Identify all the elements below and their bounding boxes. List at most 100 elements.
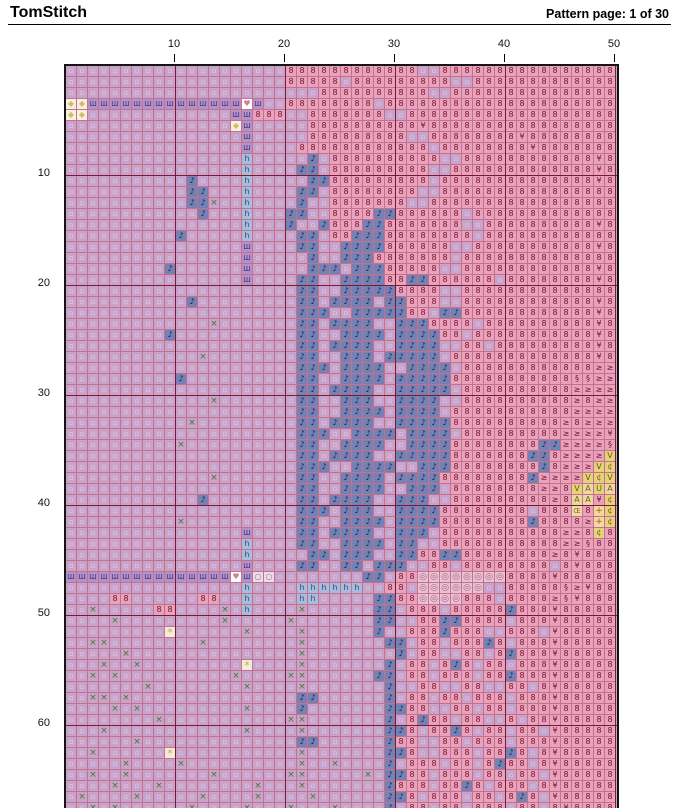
stitch-cell: × bbox=[242, 704, 253, 715]
stitch-cell: 8 bbox=[374, 143, 385, 154]
stitch-cell: ♪ bbox=[374, 374, 385, 385]
stitch-cell: 8 bbox=[528, 715, 539, 726]
stitch-cell: ♪ bbox=[352, 528, 363, 539]
stitch-cell: 8 bbox=[495, 88, 506, 99]
stitch-cell: 8 bbox=[385, 253, 396, 264]
stitch-cell: ▫ bbox=[264, 121, 275, 132]
stitch-cell: ≥ bbox=[572, 429, 583, 440]
stitch-cell: ▫ bbox=[165, 517, 176, 528]
stitch-cell: ▫ bbox=[275, 539, 286, 550]
stitch-cell: ♪ bbox=[363, 473, 374, 484]
stitch-cell: ♪ bbox=[506, 605, 517, 616]
stitch-cell: ▫ bbox=[198, 473, 209, 484]
stitch-cell: 8 bbox=[495, 341, 506, 352]
stitch-cell: 8 bbox=[517, 154, 528, 165]
stitch-cell: ♪ bbox=[451, 550, 462, 561]
stitch-cell: ▫ bbox=[132, 165, 143, 176]
stitch-cell: 8 bbox=[561, 352, 572, 363]
stitch-cell: 8 bbox=[572, 275, 583, 286]
axis-tick bbox=[394, 54, 395, 62]
stitch-cell: 8 bbox=[528, 462, 539, 473]
stitch-cell: 8 bbox=[429, 649, 440, 660]
stitch-cell: ♪ bbox=[297, 495, 308, 506]
stitch-cell: 8 bbox=[517, 209, 528, 220]
stitch-cell: ▫ bbox=[121, 627, 132, 638]
stitch-cell: ▫ bbox=[88, 143, 99, 154]
stitch-cell: ▫ bbox=[132, 275, 143, 286]
stitch-cell: ▫ bbox=[374, 352, 385, 363]
stitch-cell: 8 bbox=[605, 528, 616, 539]
stitch-cell: 8 bbox=[495, 308, 506, 319]
stitch-cell: 8 bbox=[583, 671, 594, 682]
stitch-cell: h bbox=[242, 583, 253, 594]
stitch-cell: 8 bbox=[407, 693, 418, 704]
stitch-cell: ▫ bbox=[121, 429, 132, 440]
stitch-cell: 8 bbox=[517, 561, 528, 572]
stitch-cell: 8 bbox=[418, 143, 429, 154]
stitch-cell: ▫ bbox=[220, 792, 231, 803]
stitch-cell: 8 bbox=[528, 484, 539, 495]
stitch-cell: ♪ bbox=[308, 506, 319, 517]
stitch-cell: ▫ bbox=[231, 539, 242, 550]
stitch-cell: ▫ bbox=[187, 484, 198, 495]
stitch-cell: 8 bbox=[429, 319, 440, 330]
stitch-cell: ▫ bbox=[429, 176, 440, 187]
stitch-cell: ▫ bbox=[363, 605, 374, 616]
stitch-cell: 8 bbox=[517, 484, 528, 495]
stitch-cell: ▫ bbox=[77, 484, 88, 495]
stitch-cell: 8 bbox=[418, 660, 429, 671]
stitch-cell: ▫ bbox=[264, 737, 275, 748]
stitch-cell: ▫ bbox=[385, 374, 396, 385]
stitch-cell: 8 bbox=[363, 110, 374, 121]
stitch-cell: ▫ bbox=[440, 264, 451, 275]
stitch-cell: 8 bbox=[517, 572, 528, 583]
stitch-cell: ♪ bbox=[297, 737, 308, 748]
stitch-cell: 8 bbox=[385, 220, 396, 231]
stitch-cell: ▫ bbox=[132, 561, 143, 572]
stitch-cell: 8 bbox=[506, 495, 517, 506]
stitch-cell: ▫ bbox=[99, 198, 110, 209]
stitch-cell: 8 bbox=[506, 66, 517, 77]
stitch-cell: ♪ bbox=[308, 165, 319, 176]
stitch-cell: 8 bbox=[506, 209, 517, 220]
stitch-cell: × bbox=[363, 770, 374, 781]
stitch-cell: 8 bbox=[572, 264, 583, 275]
stitch-cell: ▫ bbox=[319, 341, 330, 352]
stitch-cell: ▫ bbox=[176, 473, 187, 484]
stitch-cell: ♪ bbox=[407, 319, 418, 330]
stitch-cell: 8 bbox=[440, 66, 451, 77]
stitch-cell: ▫ bbox=[264, 429, 275, 440]
stitch-cell: 8 bbox=[594, 682, 605, 693]
stitch-cell: Ш bbox=[253, 99, 264, 110]
stitch-cell: 8 bbox=[418, 803, 429, 808]
stitch-cell: 8 bbox=[341, 165, 352, 176]
stitch-cell: ▫ bbox=[198, 308, 209, 319]
stitch-cell: ▫ bbox=[220, 506, 231, 517]
stitch-cell: 8 bbox=[473, 176, 484, 187]
stitch-cell: 8 bbox=[363, 99, 374, 110]
stitch-cell: 8 bbox=[539, 385, 550, 396]
stitch-cell: ▫ bbox=[319, 374, 330, 385]
stitch-cell: ▫ bbox=[407, 132, 418, 143]
stitch-cell: ▫ bbox=[99, 803, 110, 808]
stitch-cell: ▫ bbox=[154, 341, 165, 352]
stitch-cell: ▫ bbox=[187, 264, 198, 275]
stitch-cell: 8 bbox=[440, 726, 451, 737]
stitch-cell: 8 bbox=[605, 286, 616, 297]
stitch-cell: ▫ bbox=[253, 418, 264, 429]
stitch-cell: ▫ bbox=[143, 154, 154, 165]
stitch-cell: ♪ bbox=[308, 385, 319, 396]
stitch-cell: 8 bbox=[341, 198, 352, 209]
stitch-cell: 8 bbox=[506, 176, 517, 187]
stitch-cell: ▫ bbox=[99, 770, 110, 781]
stitch-cell: ▫ bbox=[110, 352, 121, 363]
stitch-cell: ▫ bbox=[110, 165, 121, 176]
stitch-cell: ▫ bbox=[121, 748, 132, 759]
stitch-cell: ▫ bbox=[374, 682, 385, 693]
stitch-cell: ▫ bbox=[385, 627, 396, 638]
stitch-cell: 8 bbox=[407, 671, 418, 682]
stitch-cell: 8 bbox=[583, 319, 594, 330]
stitch-cell: ♪ bbox=[429, 330, 440, 341]
stitch-cell: 8 bbox=[484, 319, 495, 330]
stitch-cell: ♪ bbox=[319, 506, 330, 517]
